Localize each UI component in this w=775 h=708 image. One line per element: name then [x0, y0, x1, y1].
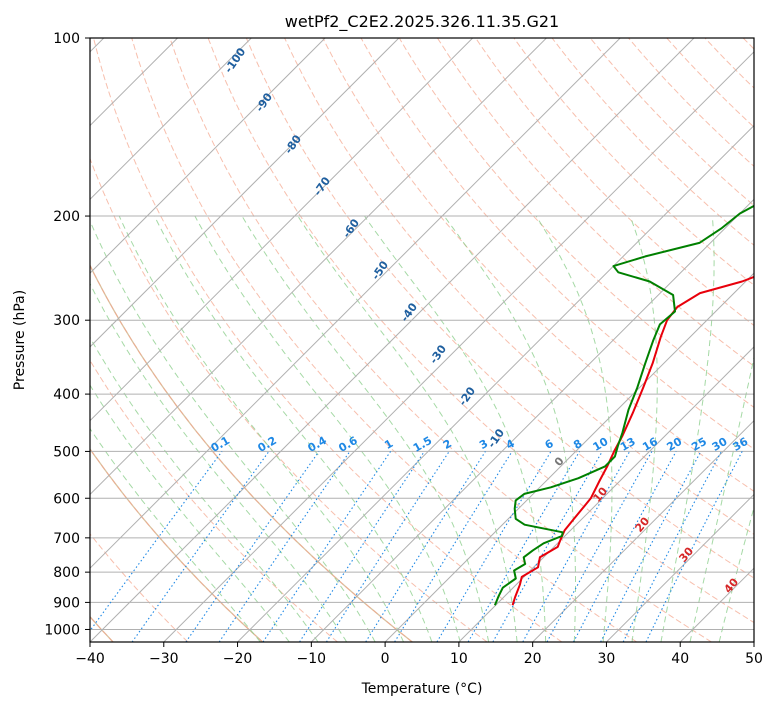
moist-adiabat-line	[90, 336, 319, 642]
moist-adiabat-line	[443, 215, 576, 642]
isotherm-line	[90, 38, 695, 642]
mixing-ratio-line	[622, 451, 722, 642]
mixing-ratio-line	[218, 451, 351, 642]
moist-adiabat-line	[535, 215, 613, 642]
x-tick-label: −10	[297, 651, 327, 667]
mixing-ratio-line	[573, 451, 677, 642]
mixing-ratio-line	[299, 451, 425, 642]
dry-adiabat-line	[360, 38, 754, 450]
mixing-ratio-line	[90, 451, 223, 632]
x-tick-label: 0	[381, 651, 390, 667]
mixing-ratio-line	[262, 451, 392, 642]
dry-adiabat-line	[207, 38, 754, 624]
isotherm-line	[90, 38, 547, 496]
moist-adiabat-line	[90, 427, 261, 642]
isotherm-line	[90, 38, 621, 569]
dry-adiabat-line	[589, 38, 754, 207]
moist-adiabat-line	[90, 219, 376, 642]
mixing-ratio-line	[645, 451, 743, 642]
dry-adiabat-line	[93, 38, 563, 642]
mixing-ratio-line	[325, 451, 450, 642]
x-axis-label: Temperature (°C)	[361, 681, 483, 697]
moist-adiabat-line	[153, 215, 433, 642]
y-tick-label: 900	[53, 595, 80, 611]
legacy-adiabat-line	[90, 447, 264, 642]
mixing-ratio-line	[394, 451, 513, 642]
dry-adiabat-line	[322, 38, 754, 492]
y-tick-label: 200	[53, 209, 80, 225]
y-tick-label: 600	[53, 491, 80, 507]
isotherm-line	[310, 198, 754, 642]
y-tick-label: 1000	[44, 622, 80, 638]
axes: −40 −30 −20 −10 0 10 20 30 40 50 100 200 300 400 500 60…	[44, 31, 763, 667]
x-tick-label: 50	[745, 651, 763, 667]
moist-adiabat-line	[194, 215, 461, 642]
y-tick-label: 100	[53, 31, 80, 47]
temperature-profile-line	[511, 275, 754, 606]
mixing-ratio-line	[185, 451, 320, 642]
dry-adiabat-line	[90, 359, 338, 642]
x-tick-label: 10	[450, 651, 468, 667]
x-tick-label: −40	[75, 651, 105, 667]
profile-series	[493, 204, 754, 606]
mixing-ratio-line	[131, 451, 270, 642]
y-axis-label: Pressure (hPa)	[12, 290, 28, 390]
isotherm-line	[237, 124, 754, 642]
y-tick-label: 300	[53, 313, 80, 329]
y-tick-label: 500	[53, 444, 80, 460]
background-grid	[90, 38, 754, 642]
y-tick-label: 400	[53, 387, 80, 403]
x-tick-label: 20	[524, 651, 542, 667]
isotherm-line	[606, 493, 754, 642]
y-tick-label: 700	[53, 531, 80, 547]
isotherm-line	[90, 38, 326, 274]
isotherm-line	[532, 419, 754, 642]
dewpoint-profile-line	[493, 204, 754, 606]
isotherm-line	[90, 38, 400, 348]
isotherm-line	[90, 38, 474, 422]
dry-adiabat-line	[169, 38, 712, 642]
chart-title: wetPf2_C2E2.2025.326.11.35.G21	[285, 12, 559, 32]
moist-adiabat-line	[118, 215, 405, 642]
moist-adiabat-line	[90, 282, 348, 642]
dry-adiabat-line	[437, 38, 754, 367]
moist-adiabat-line	[629, 215, 658, 642]
dry-adiabat-line	[628, 38, 754, 167]
y-tick-label: 800	[53, 565, 80, 581]
mixing-ratio-line	[546, 451, 653, 642]
isotherm-line	[163, 51, 754, 642]
dry-adiabat-line	[398, 38, 754, 408]
x-tick-label: −20	[223, 651, 253, 667]
isotherm-line	[90, 38, 252, 201]
dry-adiabat-line	[245, 38, 754, 579]
moist-adiabat-line	[660, 215, 715, 642]
plot-frame	[89, 37, 755, 643]
moist-adiabat-line	[364, 215, 547, 642]
x-tick-label: 40	[671, 651, 689, 667]
x-tick-label: −30	[149, 651, 179, 667]
dry-adiabat-line	[90, 533, 189, 642]
mixing-ratio-line	[522, 451, 631, 642]
x-tick-label: 30	[598, 651, 616, 667]
dry-adiabat-line	[90, 264, 413, 642]
isotherm-line	[384, 272, 754, 642]
